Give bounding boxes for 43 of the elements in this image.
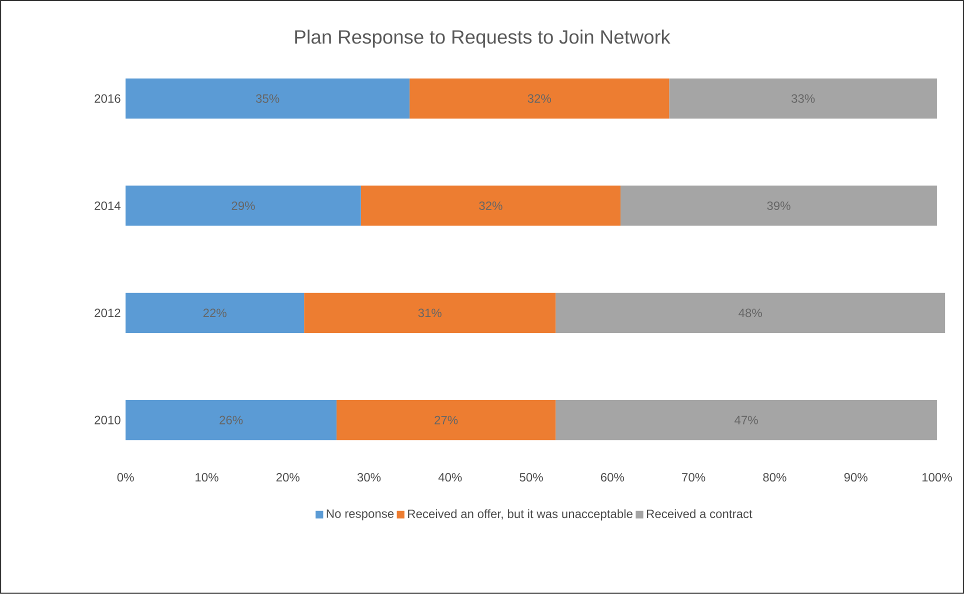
y-tick-label: 2010 bbox=[94, 416, 120, 424]
x-tick-label: 60% bbox=[600, 473, 624, 482]
data-label: 29% bbox=[232, 202, 255, 210]
data-label: 27% bbox=[434, 416, 458, 424]
bar bbox=[669, 78, 937, 119]
x-tick-label: 90% bbox=[844, 473, 868, 482]
data-label: 47% bbox=[734, 416, 758, 424]
bar bbox=[126, 186, 361, 226]
data-label: 32% bbox=[528, 94, 552, 103]
bar bbox=[556, 292, 946, 334]
bar bbox=[410, 78, 670, 119]
bar bbox=[620, 186, 937, 226]
x-tick-label: 50% bbox=[520, 473, 543, 482]
data-label: 33% bbox=[792, 94, 815, 103]
x-tick-label: 30% bbox=[357, 473, 381, 482]
data-label: 32% bbox=[479, 202, 502, 210]
x-tick-label: 80% bbox=[763, 473, 786, 482]
x-tick-label: 20% bbox=[276, 473, 300, 482]
bar bbox=[304, 292, 556, 334]
bar bbox=[556, 400, 937, 440]
y-tick-label: 2016 bbox=[94, 94, 120, 103]
data-label: 35% bbox=[256, 94, 280, 103]
bar bbox=[126, 292, 304, 334]
data-label: 39% bbox=[767, 202, 790, 210]
bar bbox=[126, 400, 337, 440]
legend-label: Received an offer, but it was unacceptable bbox=[408, 509, 632, 521]
x-tick-label: 70% bbox=[682, 473, 706, 482]
x-tick-label: 10% bbox=[196, 473, 218, 482]
data-label: 22% bbox=[203, 308, 226, 318]
x-tick-label: 100% bbox=[922, 473, 952, 482]
bar bbox=[336, 400, 556, 440]
x-tick-label: 40% bbox=[438, 473, 462, 482]
legend-label: No response bbox=[326, 510, 394, 520]
y-tick-label: 2012 bbox=[94, 308, 120, 318]
bar bbox=[360, 186, 621, 226]
legend-label: Received a contract bbox=[646, 509, 752, 518]
bar bbox=[126, 78, 410, 119]
chart-title: Plan Response to Requests to Join Network bbox=[295, 30, 670, 48]
x-tick-label: 0% bbox=[117, 473, 134, 482]
y-tick-label: 2014 bbox=[94, 202, 120, 210]
data-label: 26% bbox=[220, 416, 243, 424]
data-label: 48% bbox=[738, 308, 762, 318]
data-label: 31% bbox=[418, 308, 442, 318]
